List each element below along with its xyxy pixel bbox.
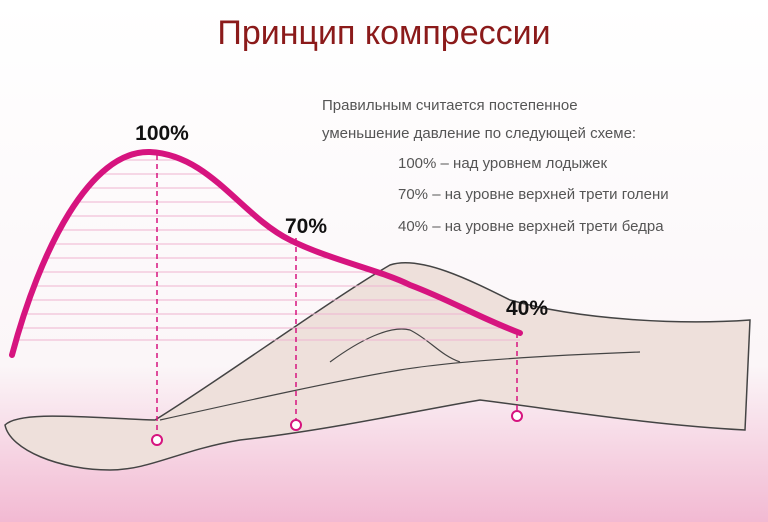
scheme-item: 40% – на уровне верхней трети бедра	[398, 218, 664, 235]
markers	[156, 155, 518, 434]
pressure-curve	[9, 148, 523, 358]
description: уменьшение давление по следующей схеме:	[322, 125, 636, 142]
pressure-label: 100%	[135, 122, 189, 145]
marker-dots	[151, 410, 523, 446]
pressure-label: 40%	[506, 297, 548, 320]
description: Правильным считается постепенное	[322, 97, 578, 114]
scheme-item: 70% – на уровне верхней трети голени	[398, 186, 669, 203]
scheme-item: 100% – над уровнем лодыжек	[398, 155, 608, 172]
leg	[4, 261, 751, 471]
pressure-label: 70%	[285, 215, 327, 238]
title: Принцип компрессии	[217, 14, 550, 52]
